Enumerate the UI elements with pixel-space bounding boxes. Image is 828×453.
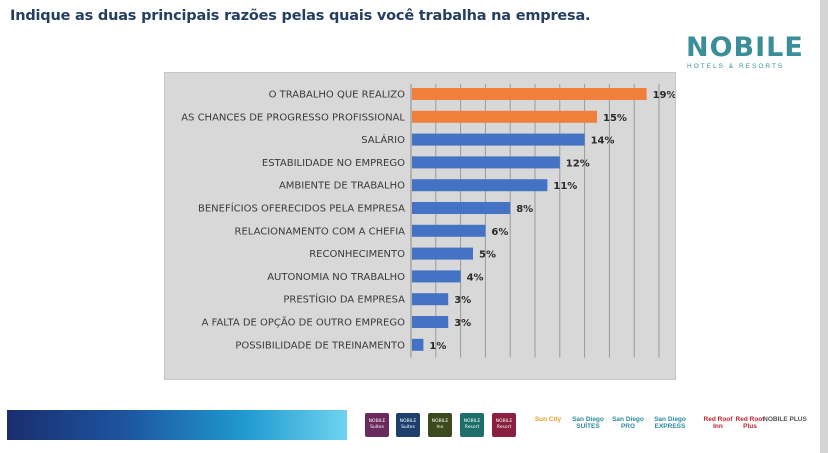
logo-subtitle: HOTELS & RESORTS	[687, 63, 785, 70]
data-label: 12%	[566, 158, 590, 169]
data-label: 3%	[454, 318, 471, 329]
brand-logo: Red Roof Inn	[703, 416, 733, 430]
nobile-logo: NOBILE HOTELS & RESORTS	[686, 32, 804, 74]
brand-logo: San Diego SUÍTES	[572, 416, 604, 430]
bar	[412, 156, 560, 169]
category-label: RELACIONAMENTO COM A CHEFIA	[235, 226, 406, 237]
category-label: A FALTA DE OPÇÃO DE OUTRO EMPREGO	[202, 316, 406, 329]
brand-logo: NOBILE Resort	[492, 413, 516, 437]
category-label: O TRABALHO QUE REALIZO	[269, 90, 406, 101]
category-label: ESTABILIDADE NO EMPREGO	[262, 158, 405, 169]
bar	[412, 247, 473, 260]
data-label: 5%	[479, 250, 496, 261]
data-label: 4%	[467, 272, 484, 283]
bar	[412, 293, 449, 306]
category-label: BENEFÍCIOS OFERECIDOS PELA EMPRESA	[198, 202, 405, 215]
data-label: 1%	[429, 341, 446, 352]
brand-logo: NOBILE Suítes	[365, 413, 389, 437]
bar	[412, 338, 424, 351]
category-label: AUTONOMIA NO TRABALHO	[267, 272, 405, 283]
page-title: Indique as duas principais razões pelas …	[10, 8, 591, 24]
category-label: POSSIBILIDADE DE TREINAMENTO	[235, 340, 405, 351]
bar	[412, 316, 449, 328]
data-label: 11%	[553, 181, 577, 192]
category-label: AS CHANCES DE PROGRESSO PROFISSIONAL	[181, 112, 405, 123]
footer-gradient-bar	[7, 410, 347, 440]
logo-wordmark: NOBILE	[686, 32, 804, 63]
bar	[412, 179, 548, 192]
category-label: SALÁRIO	[361, 133, 405, 146]
brand-logo: Red Roof Plus	[735, 416, 765, 430]
brand-logo: NOBILE Inn	[428, 413, 452, 437]
data-label: 6%	[491, 227, 508, 238]
bar	[412, 133, 585, 146]
bar	[412, 88, 647, 100]
brand-logos-strip: NOBILE Suítes NOBILE Suites NOBILE Inn NOBI…	[360, 408, 820, 442]
data-label: 8%	[516, 204, 533, 215]
bar	[412, 110, 597, 123]
brand-logo: San Diego EXPRESS	[654, 416, 686, 430]
data-label: 3%	[454, 295, 471, 306]
category-label: PRESTÍGIO DA EMPRESA	[283, 293, 405, 306]
brand-logo: NOBILE PLUS	[763, 416, 807, 423]
brand-logo: Sun City	[534, 416, 562, 423]
bar	[412, 270, 461, 283]
brand-logo: San Diego PRO	[612, 416, 644, 430]
data-label: 14%	[591, 136, 615, 147]
category-label: AMBIENTE DE TRABALHO	[279, 181, 405, 192]
data-label: 15%	[603, 113, 627, 124]
chart-panel: O TRABALHO QUE REALIZO 19% AS CHANCES DE P…	[164, 72, 676, 380]
scrollbar[interactable]	[820, 0, 828, 453]
category-label: RECONHECIMENTO	[309, 249, 405, 260]
data-label: 19%	[653, 90, 675, 101]
bar	[412, 224, 486, 237]
brand-logo: NOBILE Suites	[396, 413, 420, 437]
bar-chart: O TRABALHO QUE REALIZO 19% AS CHANCES DE P…	[181, 84, 675, 358]
bar	[412, 202, 511, 214]
brand-logo: NOBILE Resort	[460, 413, 484, 437]
